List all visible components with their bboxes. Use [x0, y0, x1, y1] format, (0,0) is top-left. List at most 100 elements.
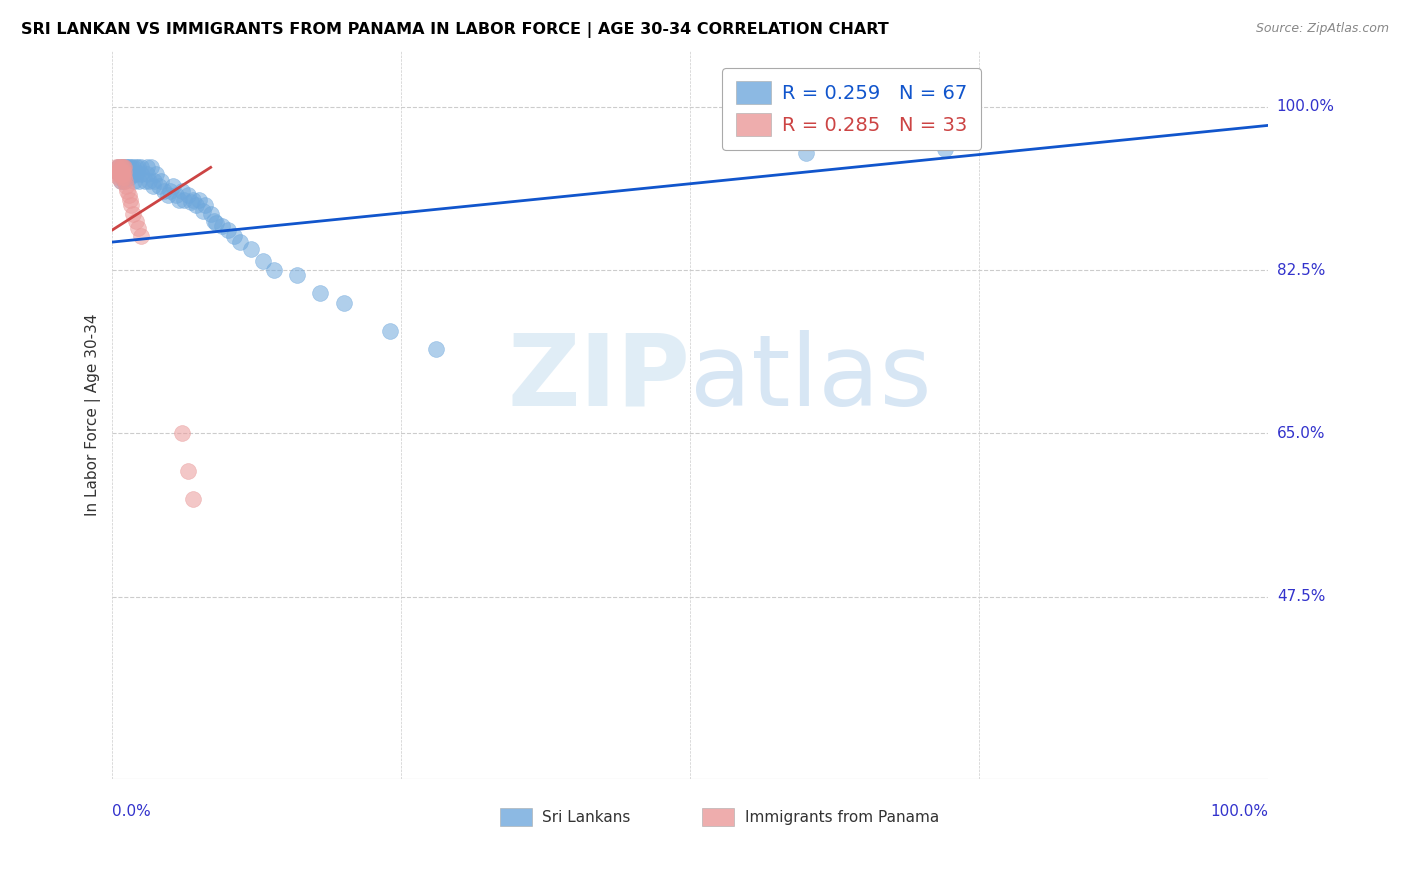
Point [145, 167, 167, 181]
Point [117, 184, 139, 198]
Point [180, 194, 202, 209]
Point [143, 174, 166, 188]
Point [194, 197, 217, 211]
Point [191, 204, 214, 219]
Text: atlas: atlas [690, 330, 932, 427]
Text: 100.0%: 100.0% [1277, 99, 1334, 114]
Point [170, 184, 193, 198]
Point [107, 165, 129, 179]
Text: Sri Lankans: Sri Lankans [543, 810, 631, 825]
Point [110, 174, 132, 188]
Point [122, 207, 145, 221]
Point [309, 286, 332, 301]
Point [115, 161, 138, 175]
Point [112, 165, 135, 179]
Point [110, 174, 132, 188]
Point [105, 167, 128, 181]
Point [122, 161, 145, 175]
Point [228, 235, 250, 249]
Point [217, 223, 239, 237]
Point [107, 165, 129, 179]
Text: 65.0%: 65.0% [1277, 425, 1326, 441]
FancyBboxPatch shape [499, 808, 531, 826]
Point [112, 161, 135, 175]
Point [162, 179, 184, 194]
Point [222, 228, 245, 243]
Text: Source: ZipAtlas.com: Source: ZipAtlas.com [1256, 22, 1389, 36]
Point [200, 207, 222, 221]
Point [173, 193, 195, 207]
Text: SRI LANKAN VS IMMIGRANTS FROM PANAMA IN LABOR FORCE | AGE 30-34 CORRELATION CHAR: SRI LANKAN VS IMMIGRANTS FROM PANAMA IN … [21, 22, 889, 38]
Point [184, 197, 207, 211]
Point [127, 161, 149, 175]
Point [117, 161, 139, 175]
Text: 0.0%: 0.0% [112, 804, 152, 819]
Point [205, 216, 228, 230]
Point [378, 324, 401, 338]
Point [183, 491, 205, 506]
Point [131, 167, 153, 181]
Text: 82.5%: 82.5% [1277, 262, 1324, 277]
Point [202, 213, 225, 227]
Point [124, 174, 146, 188]
Point [117, 161, 139, 175]
Point [138, 174, 160, 188]
Point [934, 142, 956, 156]
Point [122, 167, 145, 181]
Point [105, 165, 128, 179]
Point [124, 161, 146, 175]
Point [111, 169, 134, 184]
Point [108, 165, 131, 179]
Point [124, 167, 146, 181]
Point [111, 161, 134, 175]
Text: 100.0%: 100.0% [1211, 804, 1268, 819]
Point [176, 188, 198, 202]
Point [240, 242, 263, 256]
Point [118, 193, 141, 207]
Point [111, 161, 134, 175]
Point [332, 295, 354, 310]
Point [263, 263, 285, 277]
Point [287, 268, 309, 282]
Point [170, 426, 193, 441]
Point [153, 184, 176, 198]
Point [120, 165, 142, 179]
FancyBboxPatch shape [702, 808, 734, 826]
Point [112, 174, 135, 188]
Point [131, 228, 153, 243]
Text: ZIP: ZIP [508, 330, 690, 427]
Point [183, 193, 205, 207]
Point [176, 464, 198, 478]
Text: 47.5%: 47.5% [1277, 590, 1324, 604]
Point [118, 169, 141, 184]
Text: Immigrants from Panama: Immigrants from Panama [745, 810, 939, 825]
Point [128, 174, 150, 188]
Point [211, 219, 233, 234]
Point [115, 179, 138, 194]
Point [425, 343, 447, 357]
Point [159, 184, 181, 198]
Y-axis label: In Labor Force | Age 30-34: In Labor Force | Age 30-34 [86, 313, 101, 516]
Point [131, 161, 153, 175]
Point [107, 169, 129, 184]
Point [112, 169, 135, 184]
Point [111, 165, 134, 179]
Point [111, 167, 134, 181]
Point [112, 169, 135, 184]
Point [156, 188, 179, 202]
Point [117, 188, 139, 202]
Point [136, 161, 159, 175]
Point [114, 174, 136, 188]
Point [165, 188, 187, 202]
Point [111, 161, 134, 175]
Point [188, 193, 211, 207]
Point [139, 161, 162, 175]
Point [148, 179, 170, 194]
Point [120, 161, 142, 175]
Point [118, 165, 141, 179]
Point [169, 193, 191, 207]
Point [124, 213, 146, 227]
Point [134, 174, 156, 188]
Point [252, 253, 274, 268]
Point [120, 197, 142, 211]
